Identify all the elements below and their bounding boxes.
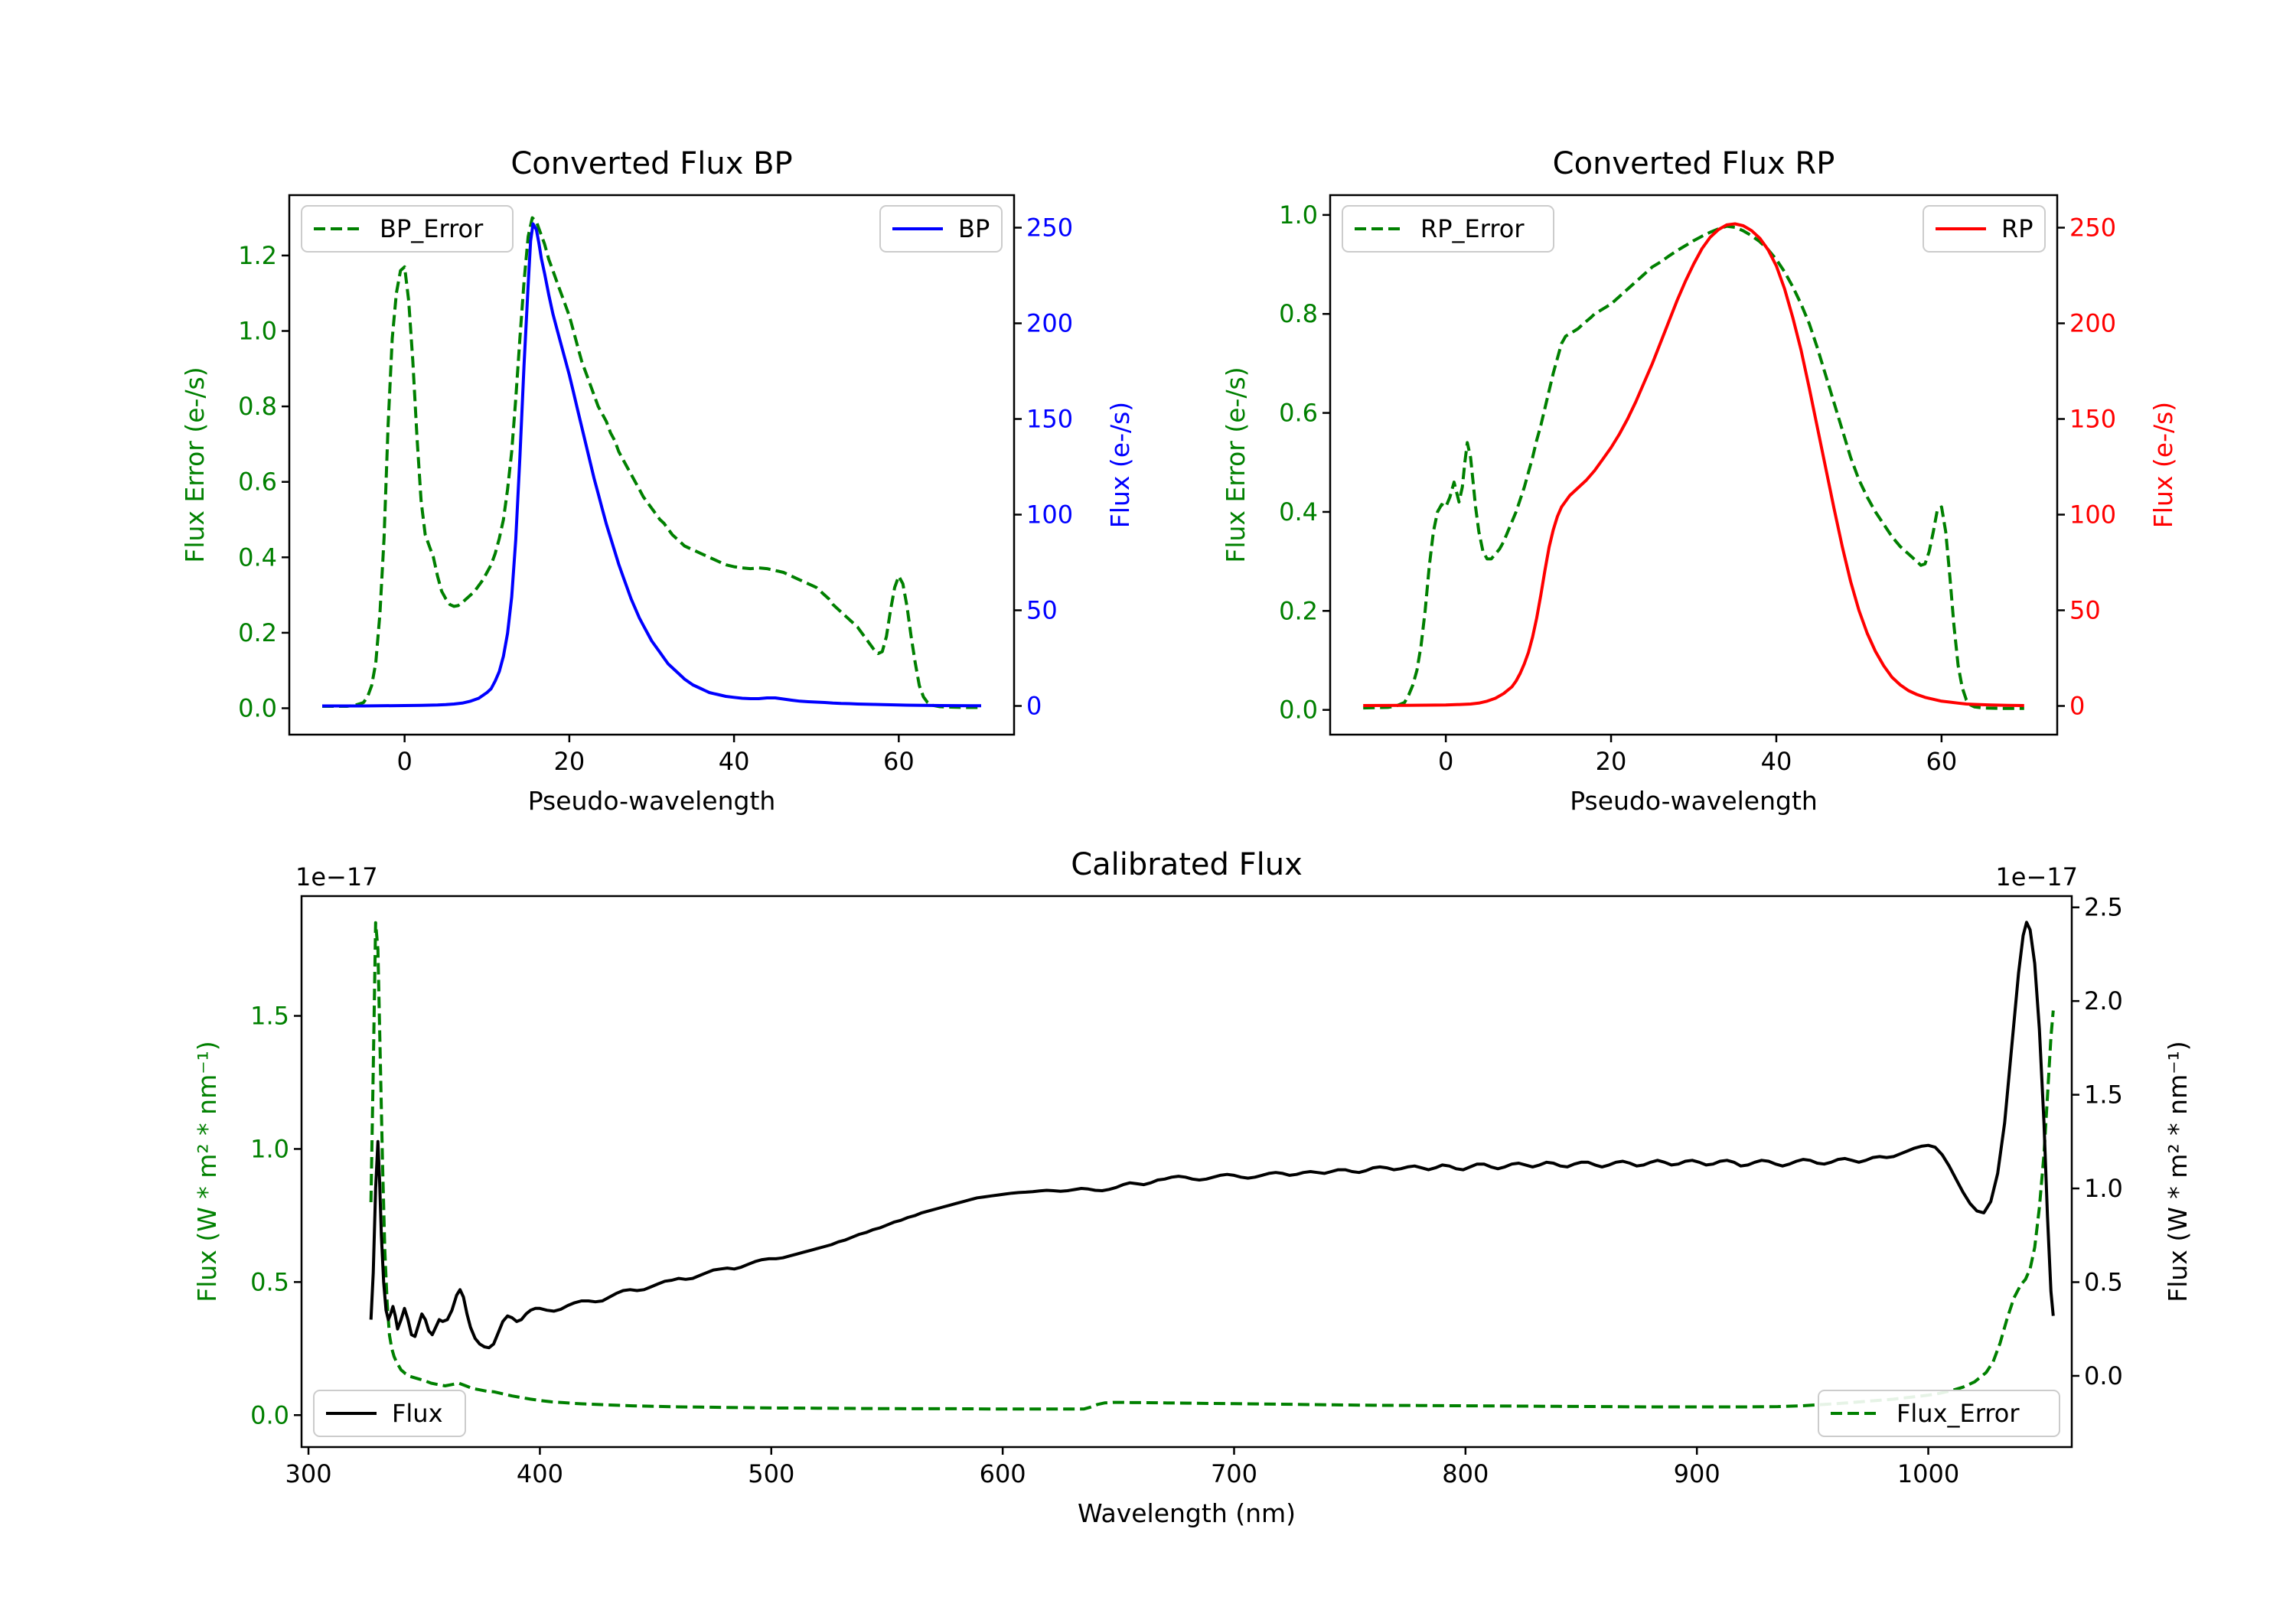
chart-title: Calibrated Flux [1071,847,1303,882]
plot-frame [288,194,1016,736]
y-tick-label: 200 [1026,309,1073,338]
legend-bp: BP [879,205,1003,253]
y-tick-label: 150 [1026,405,1073,434]
chart-title: Converted Flux BP [510,146,792,181]
offset-text: 1e−17 [1995,862,2078,892]
y-tick-label: 1.0 [2084,1174,2123,1203]
y-left-axis-label: Flux (W * m² * nm⁻¹) [192,1041,222,1302]
y-tick-label: 0.0 [1279,696,1318,725]
x-tick-label: 40 [1761,747,1792,776]
y-tick-label: 1.0 [238,316,277,345]
legend-label: RP_Error [1420,214,1525,243]
x-axis-label: Wavelength (nm) [1078,1498,1296,1528]
y-tick-label: 0.8 [238,392,277,421]
y-tick-label: 100 [1026,500,1073,530]
y-tick-label: 50 [2069,596,2101,625]
legend-rp_error: RP_Error [1342,205,1554,253]
x-tick-label: 300 [285,1459,332,1488]
legend-flux: Flux [313,1390,466,1437]
x-tick-label: 0 [396,747,412,776]
y-tick-label: 0 [2069,692,2085,721]
y-tick-label: 0.8 [1279,299,1318,328]
legend-label: Flux_Error [1896,1399,2020,1428]
legend-label: RP [2001,214,2033,243]
y-tick-label: 1.5 [250,1002,289,1031]
y-left-axis-label: Flux Error (e-/s) [180,367,210,562]
y-tick-label: 2.5 [2084,893,2123,922]
series-Flux [369,921,2055,1350]
series-RP [1363,222,2024,707]
y-right-axis-label: Flux (e-/s) [1105,402,1135,528]
y-tick-label: 0.0 [250,1400,289,1429]
series-BP [322,222,982,708]
x-tick-label: 0 [1438,747,1453,776]
converted-flux-bp-chart: 0 20 40 60 0.0 0.2 0.4 0.6 0.8 1.0 1.2 Flux Error (… [180,146,1135,816]
x-tick-label: 60 [1926,747,1958,776]
legend-rp: RP [1923,205,2046,253]
y-tick-label: 0.4 [238,543,277,572]
y-tick-label: 1.0 [1279,200,1318,230]
y-tick-label: 0.5 [250,1267,289,1296]
converted-flux-rp-chart: 0 20 40 60 0.0 0.2 0.4 0.6 0.8 1.0 Flux Error (e-/… [1221,146,2178,816]
x-axis-label: Pseudo-wavelength [1570,786,1818,816]
x-tick-label: 20 [1596,747,1627,776]
y-tick-label: 0.0 [238,693,277,722]
x-tick-label: 20 [554,747,585,776]
legend-box [1818,1390,2060,1437]
plot-frame [300,895,2073,1449]
y-tick-label: 100 [2069,500,2116,530]
calibrated-flux-chart: 300 400 500 600 700 800 900 1000 0.0 0.5 1.0 1.5 Flu… [192,847,2193,1528]
y-tick-label: 250 [1026,214,1073,243]
offset-text: 1e−17 [295,862,378,892]
x-tick-label: 800 [1442,1459,1489,1488]
y-left-axis-label: Flux Error (e-/s) [1221,367,1251,562]
legend-label: BP [958,214,990,243]
legend-label: BP_Error [380,214,484,243]
legend-label: Flux [392,1399,443,1428]
y-tick-label: 0.2 [238,618,277,647]
y-tick-label: 250 [2069,214,2116,243]
y-tick-label: 1.5 [2084,1081,2123,1110]
y-tick-label: 0 [1026,692,1042,721]
chart-title: Converted Flux RP [1553,146,1835,181]
x-tick-label: 40 [719,747,750,776]
legend-box [313,1390,466,1437]
x-tick-label: 900 [1674,1459,1720,1488]
y-tick-label: 0.2 [1279,596,1318,625]
plot-frame [1329,194,2059,736]
y-tick-label: 0.6 [238,468,277,497]
legend-box [1342,205,1554,253]
x-tick-label: 600 [980,1459,1026,1488]
y-tick-label: 1.0 [250,1134,289,1163]
y-tick-label: 0.6 [1279,399,1318,428]
y-tick-label: 0.5 [2084,1267,2123,1296]
y-tick-label: 0.0 [2084,1361,2123,1390]
y-tick-label: 0.4 [1279,497,1318,526]
x-tick-label: 500 [748,1459,794,1488]
x-tick-label: 1000 [1897,1459,1959,1488]
series-BP_Error [322,216,981,709]
y-tick-label: 1.2 [238,241,277,270]
y-tick-label: 150 [2069,405,2116,434]
x-tick-label: 60 [883,747,915,776]
y-right-axis-label: Flux (W * m² * nm⁻¹) [2163,1041,2193,1302]
series-Flux_Error [369,921,2055,1411]
x-tick-label: 400 [517,1459,563,1488]
legend-flux_error: Flux_Error [1818,1390,2060,1437]
y-tick-label: 200 [2069,309,2116,338]
series-RP_Error [1363,224,2024,710]
y-right-axis-label: Flux (e-/s) [2148,402,2178,528]
x-axis-label: Pseudo-wavelength [528,786,776,816]
y-tick-label: 50 [1026,596,1058,625]
x-tick-label: 700 [1211,1459,1257,1488]
y-tick-label: 2.0 [2084,986,2123,1015]
legend-box [301,205,514,253]
legend-bp_error: BP_Error [301,205,514,253]
